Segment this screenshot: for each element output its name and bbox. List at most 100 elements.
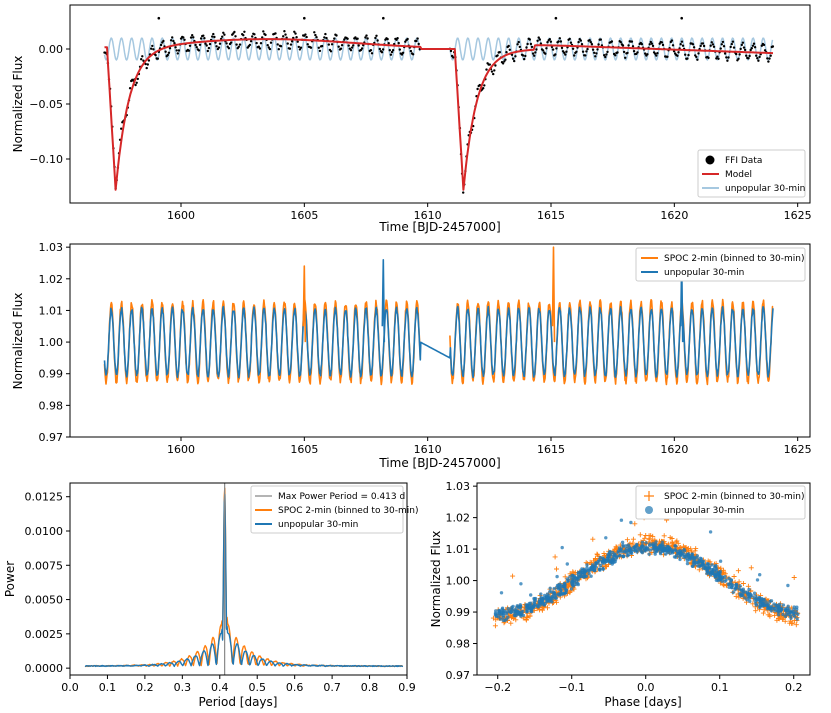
p4-unpopular-point <box>519 582 523 586</box>
p1-ffi-point <box>762 43 766 47</box>
p1-ffi-point <box>656 52 659 55</box>
p1-ffi-point <box>726 59 729 62</box>
p1-ffi-point <box>167 51 171 54</box>
p4-spoc-point <box>492 623 498 629</box>
p2-y-ticks: 0.97 0.98 0.99 1.00 1.01 1.02 1.03 <box>39 241 70 444</box>
p1-ffi-point <box>144 62 147 66</box>
p4-spoc-point <box>539 607 545 613</box>
p4-unpopular-point <box>734 583 738 587</box>
p4-unpopular-point <box>629 550 634 554</box>
p4-unpopular-point <box>723 579 727 583</box>
p1-ffi-point <box>140 58 143 61</box>
p4-unpopular-point <box>713 575 718 579</box>
p1-ffi-point <box>610 40 614 43</box>
p3-ytick-label: 0.0075 <box>25 559 64 572</box>
p3-xtick-label: 0.3 <box>174 681 192 694</box>
p4-unpopular-point <box>729 582 734 587</box>
p1-ffi-point <box>560 46 564 50</box>
p4-unpopular-point <box>748 599 752 604</box>
p3-xtick-label: 0.1 <box>99 681 117 694</box>
p1-ffi-point <box>279 45 283 48</box>
p1-ffi-point <box>593 51 596 54</box>
p1-ffi-point <box>304 33 307 36</box>
p1-ffi-point <box>696 58 699 61</box>
p1-ffi-point <box>507 44 510 48</box>
p1-ffi-point <box>715 57 718 60</box>
p1-ffi-point <box>235 43 238 46</box>
p4-unpopular-point <box>665 547 669 552</box>
p4-unpopular-point <box>660 540 664 544</box>
p1-legend-label-ffi: FFI Data <box>725 156 762 166</box>
p1-ffi-point <box>349 49 353 52</box>
p4-unpopular-point <box>792 605 796 609</box>
p4-unpopular-point <box>786 610 790 614</box>
p4-unpopular-point <box>781 612 785 617</box>
p4-unpopular-point <box>545 598 549 603</box>
p1-ffi-point <box>207 46 211 50</box>
p1-ffi-point <box>416 37 419 40</box>
p1-ffi-point <box>712 45 716 48</box>
p2-legend: SPOC 2-min (binned to 30-min) unpopular … <box>635 247 806 282</box>
p1-ffi-point <box>544 52 547 55</box>
p1-ffi-point <box>205 44 208 47</box>
p1-ffi-point <box>505 51 508 54</box>
p4-unpopular-point <box>670 548 674 552</box>
p4-unpopular-point <box>506 606 510 611</box>
p1-ffi-point <box>366 37 369 40</box>
p4-unpopular-point <box>525 609 529 614</box>
p4-xtick-label: 0.0 <box>637 681 655 694</box>
p1-ffi-point <box>462 191 465 194</box>
p1-ffi-point <box>644 52 647 55</box>
p1-ffi-point <box>249 40 253 43</box>
p4-unpopular-point <box>629 520 633 525</box>
p4-unpopular-point <box>600 559 604 564</box>
p4-unpopular-point <box>743 596 747 600</box>
p4-unpopular-point <box>690 564 695 568</box>
p4-unpopular-point <box>625 554 630 558</box>
p1-ffi-point <box>564 53 567 56</box>
p2-y-axis-label: Normalized Flux <box>11 293 25 390</box>
p4-unpopular-point <box>570 580 575 584</box>
p1-ffi-point <box>701 42 705 45</box>
p4-unpopular-point <box>695 554 699 558</box>
p1-ffi-point <box>536 39 539 42</box>
p1-ffi-point <box>541 49 545 52</box>
p4-unpopular-point <box>539 592 543 596</box>
p4-unpopular-point <box>699 557 704 561</box>
p4-unpopular-point <box>573 574 577 578</box>
p1-ffi-point <box>151 44 154 48</box>
p4-unpopular-point <box>765 604 770 608</box>
p4-spoc-point <box>508 620 514 626</box>
p1-ffi-point <box>558 37 561 40</box>
p4-unpopular-point <box>640 540 645 544</box>
p1-ffi-point <box>251 35 254 38</box>
p2-ytick-label: 1.00 <box>39 336 64 349</box>
p1-ffi-point <box>591 48 595 51</box>
p4-plot-area <box>490 511 801 629</box>
p4-unpopular-point <box>590 567 594 572</box>
p1-ffi-point <box>299 46 303 49</box>
p1-ffi-point <box>748 54 751 58</box>
p1-ffi-point <box>189 36 193 39</box>
p3-ytick-label: 0.0025 <box>25 628 64 641</box>
p2-xtick-label: 1625 <box>784 443 812 456</box>
p4-unpopular-point <box>510 608 515 612</box>
p2-ytick-label: 1.03 <box>39 241 64 254</box>
p4-xtick-label: −0.1 <box>558 681 585 694</box>
p4-unpopular-point <box>618 553 622 558</box>
p1-ffi-point <box>406 37 409 41</box>
p1-ffi-point <box>573 54 576 57</box>
p1-ffi-point <box>191 34 194 37</box>
p1-ffi-point <box>589 41 592 44</box>
p4-unpopular-point <box>758 604 762 608</box>
p1-ffi-point <box>586 47 589 51</box>
p1-ffi-point <box>619 41 622 44</box>
p4-spoc-point <box>648 533 654 539</box>
p4-unpopular-point <box>747 587 751 592</box>
p1-ffi-point <box>290 40 294 43</box>
p4-unpopular-point <box>627 548 631 552</box>
p1-ffi-point <box>146 63 149 66</box>
p4-y-ticks: 0.97 0.98 0.99 1.00 1.01 1.02 1.03 <box>446 480 477 682</box>
p4-unpopular-point <box>555 574 559 579</box>
